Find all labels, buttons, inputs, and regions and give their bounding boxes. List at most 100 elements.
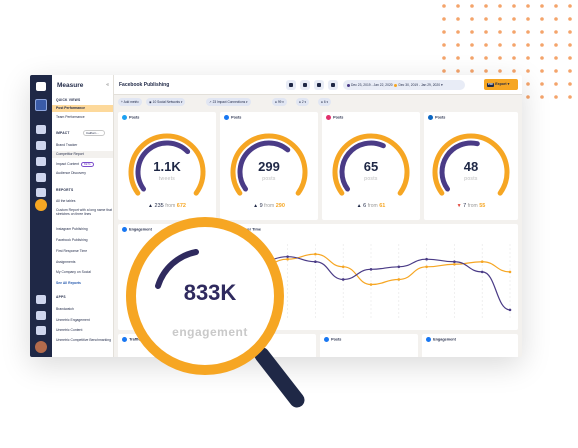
- date-range-picker[interactable]: Dec 23, 2019 - Jan 22, 2020 Dec 30, 2019…: [343, 80, 465, 90]
- data-point: [286, 257, 289, 261]
- data-point: [480, 260, 484, 264]
- people-icon[interactable]: [36, 173, 46, 182]
- sidebar-item-app[interactable]: Brandwatch: [56, 307, 74, 311]
- gauge: [230, 133, 308, 196]
- decorative-dot: [498, 17, 502, 21]
- data-point: [397, 278, 401, 281]
- export-button[interactable]: PDF Export ▾: [484, 79, 518, 90]
- gauge-previous-arc: [332, 133, 410, 196]
- filter-chip[interactable]: ● 2 ▾: [296, 98, 310, 106]
- instagram-icon: [326, 115, 331, 120]
- engagement-unit: engagement: [172, 325, 248, 339]
- decorative-dot: [484, 56, 488, 60]
- sidebar-item-audience-discovery[interactable]: Audience Discovery: [56, 171, 86, 175]
- decorative-dot: [554, 30, 558, 34]
- card-title: Posts: [224, 115, 241, 120]
- sidebar-item-report[interactable]: First Response Time: [56, 249, 88, 253]
- decorative-dot: [498, 43, 502, 47]
- decorative-dot: [540, 4, 544, 8]
- decorative-dot: [554, 95, 558, 99]
- decorative-dot: [526, 82, 530, 86]
- dashboard-icon[interactable]: [36, 125, 46, 134]
- filter-chip[interactable]: ● 99 ▾: [272, 98, 287, 106]
- networks-filter[interactable]: ◉ 10 Social Networks ▾: [146, 98, 186, 106]
- card-title: Posts: [428, 115, 445, 120]
- schedule-button[interactable]: [314, 80, 324, 90]
- help-icon[interactable]: [36, 326, 46, 335]
- posts-card-facebook: Posts 299 posts ▲ 9 from 290: [220, 112, 318, 220]
- logo-icon: [36, 82, 46, 91]
- filter-bar: + Add metric ◉ 10 Social Networks ▾ ↗ 23…: [114, 95, 522, 108]
- share-button[interactable]: [286, 80, 296, 90]
- collapse-icon[interactable]: «: [106, 82, 109, 88]
- see-all-reports-link[interactable]: See All Reports: [56, 281, 81, 285]
- decorative-dot: [442, 56, 446, 60]
- data-point: [453, 262, 456, 266]
- twitter-icon: [122, 115, 127, 120]
- sidebar-item-post-performance[interactable]: Post Performance: [52, 105, 113, 112]
- decorative-dot: [526, 17, 530, 21]
- sidebar-item-impact-content[interactable]: Impact Content BETA: [56, 162, 112, 167]
- chevron-down-icon: ▾: [440, 83, 443, 87]
- decorative-dot: [470, 69, 474, 73]
- sidebar-item-brand-tracker[interactable]: Brand Tracker: [56, 143, 78, 147]
- sidebar-item-team-performance[interactable]: Team Performance: [56, 115, 85, 119]
- decorative-dot: [456, 30, 460, 34]
- decorative-dot: [554, 43, 558, 47]
- sidebar-item-report[interactable]: Custom Report with a long name that stre…: [56, 208, 112, 216]
- metric-unit: posts: [364, 176, 378, 182]
- sidebar-item-app[interactable]: Unmetric Competitive Benchmarking: [56, 338, 112, 342]
- more-button[interactable]: [328, 80, 338, 90]
- gauge-current-arc: [339, 140, 386, 192]
- sidebar-item-report[interactable]: All the tables: [56, 199, 76, 203]
- chevron-down-icon: ▾: [507, 82, 510, 86]
- sidebar-item-competitor-report[interactable]: Competitor Report: [52, 151, 113, 158]
- metric-unit: posts: [262, 176, 276, 182]
- decorative-dot-grid: [442, 4, 572, 99]
- user-avatar[interactable]: [35, 341, 47, 353]
- compose-icon[interactable]: [35, 99, 47, 111]
- card-title: Posts: [324, 337, 341, 342]
- decorative-dot: [512, 43, 516, 47]
- decorative-dot: [540, 43, 544, 47]
- data-point: [369, 283, 373, 286]
- measure-sidebar: Measure « QUICK VIEWS Post Performance T…: [52, 75, 114, 357]
- decorative-dot: [568, 56, 572, 60]
- decorative-dot: [526, 56, 530, 60]
- gauge: [128, 133, 206, 196]
- report-header: Facebook Publishing Dec 23, 2019 - Jan 2…: [114, 75, 522, 95]
- measure-icon[interactable]: [35, 199, 47, 211]
- metric-value: 1.1K: [153, 159, 181, 174]
- sidebar-item-report[interactable]: Instagram Publishing: [56, 227, 88, 231]
- decorative-dot: [512, 30, 516, 34]
- decorative-dot: [442, 30, 446, 34]
- sidebar-item-report[interactable]: My Company on Social: [56, 270, 91, 274]
- decorative-dot: [456, 4, 460, 8]
- data-point: [314, 252, 317, 256]
- sidebar-item-report[interactable]: Assignments: [56, 260, 76, 264]
- notifications-icon[interactable]: [36, 311, 46, 320]
- decorative-dot: [568, 69, 572, 73]
- sidebar-item-app[interactable]: Unmetric Content: [56, 328, 83, 332]
- calendar-icon[interactable]: [36, 157, 46, 166]
- filter-chip[interactable]: ● 6 ▾: [318, 98, 332, 106]
- sidebar-item-report[interactable]: Facebook Publishing: [56, 238, 88, 242]
- decorative-dot: [568, 95, 572, 99]
- decorative-dot: [526, 4, 530, 8]
- add-user-button[interactable]: [300, 80, 310, 90]
- listening-icon[interactable]: [36, 188, 46, 197]
- arrow-up-icon: ▲: [148, 203, 153, 209]
- impact-select[interactable]: Californ...: [83, 130, 105, 136]
- add-metric-button[interactable]: + Add metric: [118, 98, 142, 106]
- facebook-icon: [426, 337, 431, 342]
- decorative-dot: [470, 30, 474, 34]
- sidebar-item-app[interactable]: Unmetric Engagement: [56, 318, 90, 322]
- decorative-dot: [512, 4, 516, 8]
- inbox-icon[interactable]: [36, 141, 46, 150]
- decorative-dot: [498, 56, 502, 60]
- decorative-dot: [470, 43, 474, 47]
- apps-icon[interactable]: [36, 295, 46, 304]
- connections-filter[interactable]: ↗ 23 Impact Connections ▾: [206, 98, 251, 106]
- decorative-dot: [470, 56, 474, 60]
